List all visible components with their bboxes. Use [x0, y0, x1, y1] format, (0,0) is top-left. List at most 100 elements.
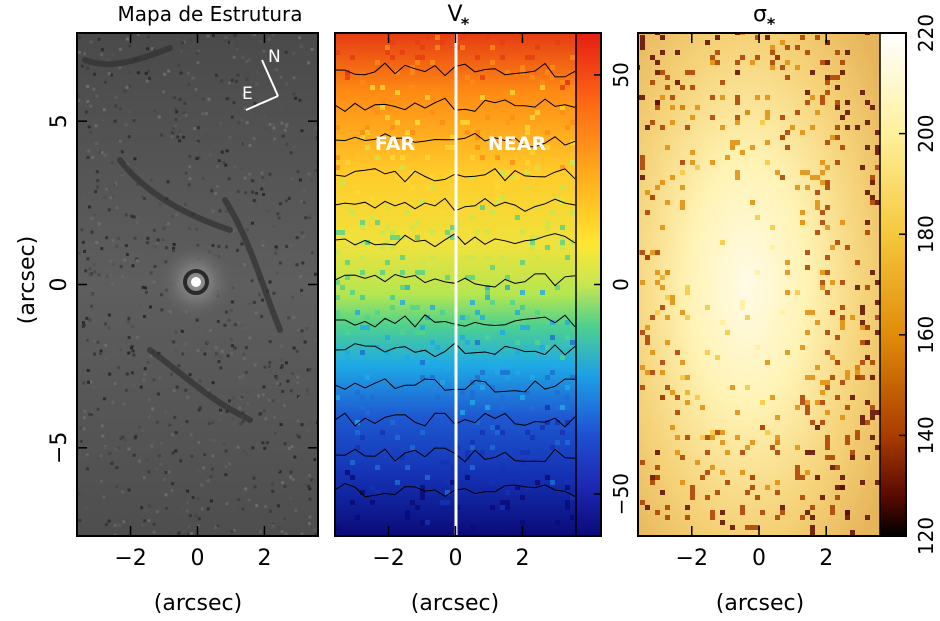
velocity-pixel — [450, 230, 455, 235]
texture-pixel — [82, 427, 86, 431]
texture-pixel — [228, 135, 232, 139]
velocity-pixel — [355, 515, 360, 520]
texture-pixel — [145, 241, 149, 245]
texture-pixel — [145, 214, 149, 218]
texture-pixel — [135, 335, 139, 339]
velocity-pixel — [370, 500, 375, 505]
dispersion-pixel — [865, 355, 870, 360]
velocity-pixel — [535, 165, 540, 170]
texture-pixel — [200, 483, 204, 487]
velocity-pixel — [375, 465, 380, 470]
velocity-pixel — [460, 35, 465, 40]
texture-pixel — [283, 484, 287, 488]
dispersion-pixel — [665, 85, 670, 90]
texture-pixel — [241, 507, 245, 511]
dispersion-pixel — [805, 100, 810, 105]
velocity-pixel — [470, 395, 475, 400]
texture-pixel — [85, 467, 89, 471]
texture-pixel — [217, 159, 221, 163]
texture-pixel — [298, 178, 302, 182]
velocity-pixel — [405, 265, 410, 270]
texture-pixel — [157, 115, 161, 119]
velocity-pixel — [420, 485, 425, 490]
texture-pixel — [272, 126, 276, 130]
velocity-pixel — [425, 520, 430, 525]
texture-pixel — [155, 467, 159, 471]
velocity-pixel — [470, 255, 475, 260]
dispersion-pixel — [640, 280, 645, 285]
velocity-pixel — [460, 390, 465, 395]
velocity-pixel — [530, 375, 535, 380]
dispersion-pixel — [770, 60, 775, 65]
velocity-pixel — [400, 50, 405, 55]
texture-pixel — [119, 348, 123, 352]
texture-pixel — [252, 199, 256, 203]
texture-pixel — [297, 435, 301, 439]
texture-pixel — [115, 205, 119, 209]
velocity-pixel — [525, 450, 530, 455]
texture-pixel — [105, 236, 109, 240]
velocity-pixel — [420, 330, 425, 335]
texture-pixel — [164, 493, 168, 497]
texture-pixel — [125, 253, 129, 257]
texture-pixel — [83, 466, 87, 470]
texture-pixel — [272, 415, 276, 419]
velocity-pixel — [395, 435, 400, 440]
texture-pixel — [187, 50, 191, 54]
velocity-pixel — [375, 60, 380, 65]
velocity-pixel — [510, 115, 515, 120]
dispersion-pixel — [780, 40, 785, 45]
texture-pixel — [296, 419, 300, 423]
dispersion-pixel — [680, 360, 685, 365]
texture-pixel — [219, 408, 223, 412]
texture-pixel — [201, 112, 205, 116]
texture-pixel — [196, 139, 200, 143]
velocity-pixel — [360, 435, 365, 440]
dispersion-pixel — [840, 60, 845, 65]
texture-pixel — [153, 265, 157, 269]
texture-pixel — [82, 381, 86, 385]
dispersion-pixel — [820, 170, 825, 175]
dispersion-pixel — [795, 405, 800, 410]
texture-pixel — [201, 341, 205, 345]
texture-pixel — [196, 349, 200, 353]
texture-pixel — [220, 441, 224, 445]
velocity-pixel — [565, 440, 570, 445]
velocity-pixel — [550, 480, 555, 485]
texture-pixel — [103, 195, 107, 199]
texture-pixel — [172, 96, 176, 100]
dispersion-pixel — [860, 360, 865, 365]
texture-pixel — [284, 532, 288, 536]
texture-pixel — [276, 212, 280, 216]
velocity-pixel — [360, 350, 365, 355]
texture-pixel — [261, 298, 265, 302]
colorbar-tick-label: 180 — [914, 215, 938, 253]
texture-pixel — [156, 238, 160, 242]
velocity-pixel — [485, 35, 490, 40]
texture-pixel — [225, 97, 229, 101]
texture-pixel — [158, 463, 162, 467]
dispersion-pixel — [650, 55, 655, 60]
velocity-pixel — [535, 480, 540, 485]
dispersion-pixel — [770, 445, 775, 450]
texture-pixel — [262, 193, 266, 197]
velocity-pixel — [565, 335, 570, 340]
texture-pixel — [278, 470, 282, 474]
texture-pixel — [281, 389, 285, 393]
dispersion-pixel — [845, 50, 850, 55]
texture-pixel — [215, 184, 219, 188]
dispersion-pixel — [750, 200, 755, 205]
texture-pixel — [309, 214, 313, 218]
velocity-pixel — [540, 470, 545, 475]
texture-pixel — [147, 35, 151, 39]
texture-pixel — [277, 216, 281, 220]
texture-pixel — [147, 519, 151, 523]
compass-north-label: N — [268, 47, 281, 67]
texture-pixel — [211, 209, 215, 213]
y-tick-label: 0 — [47, 278, 72, 292]
velocity-pixel — [425, 315, 430, 320]
velocity-pixel — [535, 340, 540, 345]
dispersion-pixel — [840, 325, 845, 330]
velocity-pixel — [465, 315, 470, 320]
